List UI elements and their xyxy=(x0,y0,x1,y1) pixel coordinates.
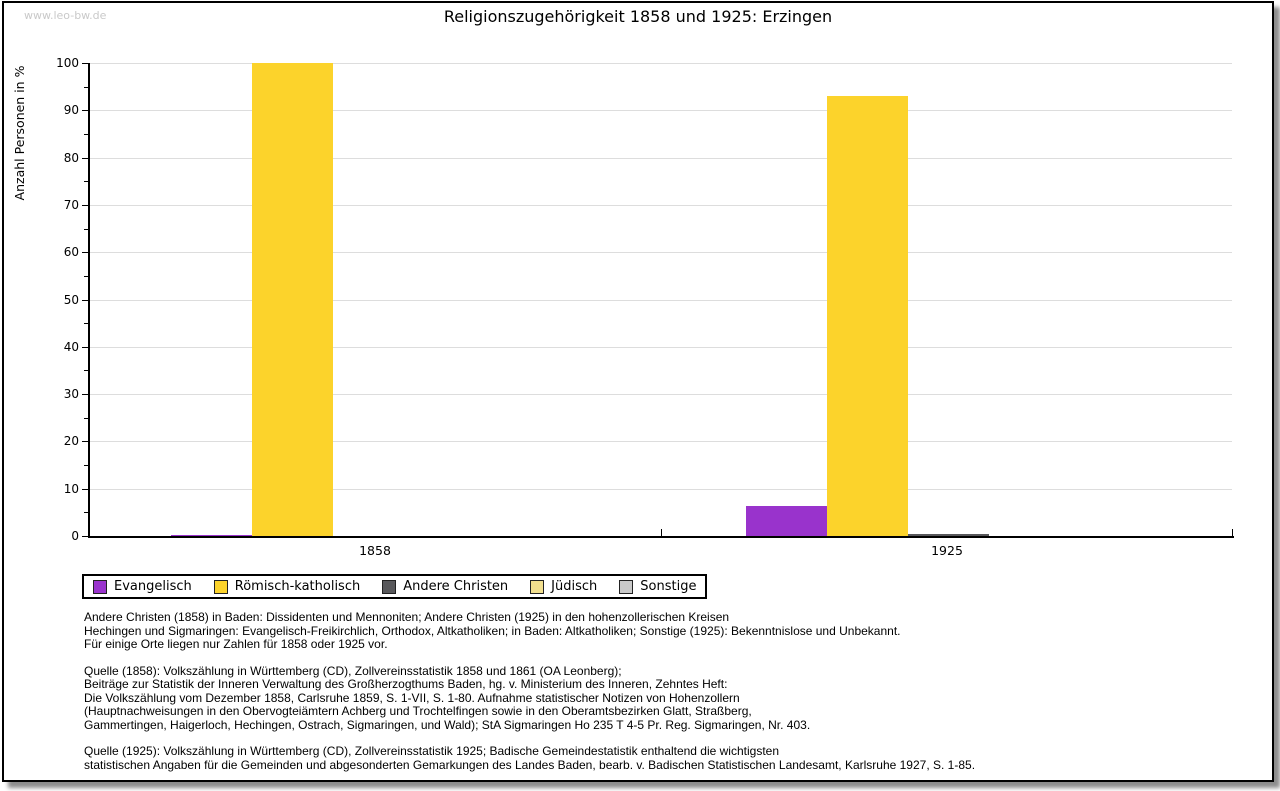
x-axis-line xyxy=(88,536,1234,538)
y-axis-minor-tick xyxy=(84,417,88,419)
gridline xyxy=(90,157,1232,159)
legend-swatch xyxy=(93,579,107,594)
y-axis-tick-label: 100 xyxy=(56,56,79,70)
y-axis-tick-label: 30 xyxy=(63,387,79,402)
bar xyxy=(252,63,333,536)
x-axis-tick xyxy=(661,529,662,536)
y-axis-minor-tick xyxy=(84,228,88,230)
y-axis-tick xyxy=(82,536,88,537)
y-axis-minor-tick xyxy=(84,86,88,88)
x-category-label: 1858 xyxy=(359,543,391,558)
chart-area: Anzahl Personen in % 0 10 20 30 40 50 60 70 80 90… xyxy=(4,3,1272,780)
legend-label: Andere Christen xyxy=(403,579,509,594)
footnote-line: (Hauptnachweisungen in den Obervogteiämt… xyxy=(84,704,752,718)
y-axis-minor-tick xyxy=(84,133,88,135)
footnote-line: Die Volkszählung vom Dezember 1858, Carl… xyxy=(84,690,740,705)
footnote-line: Hechingen und Sigmaringen: Evangelisch-F… xyxy=(84,623,901,638)
footnote-line: Quelle (1925): Volkszählung in Württembe… xyxy=(84,744,780,758)
legend-swatch xyxy=(619,579,634,594)
x-axis-tick xyxy=(1232,529,1233,536)
legend-swatch xyxy=(530,579,545,594)
gridline xyxy=(90,110,1232,112)
bar xyxy=(827,96,908,536)
y-axis-tick xyxy=(82,441,88,443)
legend-swatch xyxy=(213,579,228,594)
bar xyxy=(746,506,827,536)
legend-label: Jüdisch xyxy=(551,579,598,594)
y-axis-title: Anzahl Personen in % xyxy=(12,65,27,201)
y-axis-tick-label: 70 xyxy=(63,197,79,212)
gridline xyxy=(90,63,1232,64)
y-axis-tick xyxy=(82,394,88,396)
legend-swatch xyxy=(382,579,397,594)
y-axis-tick xyxy=(82,488,88,490)
footnote-line: Gammertingen, Haigerloch, Hechingen, Ost… xyxy=(84,717,811,732)
y-axis-minor-tick xyxy=(84,323,88,325)
y-axis-tick xyxy=(82,110,88,112)
y-axis-tick xyxy=(82,299,88,301)
chart-title: Religionszugehörigkeit 1858 und 1925: Er… xyxy=(443,7,833,26)
y-axis-tick xyxy=(82,204,88,206)
footnote-line: Andere Christen (1858) in Baden: Disside… xyxy=(84,610,730,624)
legend-label: Sonstige xyxy=(640,579,697,594)
x-category-label: 1925 xyxy=(931,543,963,558)
legend-item: Jüdisch xyxy=(530,579,597,594)
legend-item: Evangelisch xyxy=(93,579,192,594)
y-axis-tick xyxy=(82,63,88,64)
legend-item: Sonstige xyxy=(619,579,696,594)
gridline xyxy=(90,346,1232,348)
watermark: www.leo-bw.de xyxy=(24,9,107,22)
footnote-line: Für einige Orte liegen nur Zahlen für 18… xyxy=(84,637,388,651)
legend: Evangelisch Römisch-katholisch Andere Ch… xyxy=(82,574,708,599)
y-axis-tick-label: 10 xyxy=(63,481,79,496)
y-axis-tick-label: 0 xyxy=(71,529,79,543)
gridline xyxy=(90,204,1232,206)
y-axis-tick xyxy=(82,157,88,159)
y-axis-tick xyxy=(82,346,88,348)
bar xyxy=(171,534,252,536)
y-axis-minor-tick xyxy=(84,512,88,514)
y-axis-minor-tick xyxy=(84,181,88,183)
y-axis-tick-label: 40 xyxy=(63,339,79,354)
footnote-block: Andere Christen (1858) in Baden: Disside… xyxy=(84,610,1204,652)
y-axis-minor-tick xyxy=(84,275,88,277)
legend-item: Andere Christen xyxy=(382,579,508,594)
legend-item: Römisch-katholisch xyxy=(213,579,361,594)
y-axis-tick-label: 80 xyxy=(63,150,79,165)
y-axis-tick-label: 90 xyxy=(63,103,79,118)
footnote-line: statistischen Angaben für die Gemeinden … xyxy=(84,757,976,772)
gridline xyxy=(90,394,1232,396)
y-axis-minor-tick xyxy=(84,370,88,372)
y-axis-tick-label: 50 xyxy=(63,292,79,307)
footnote-block: Quelle (1925): Volkszählung in Württembe… xyxy=(84,744,1204,772)
y-axis-line xyxy=(88,63,90,538)
footnote-line: Quelle (1858): Volkszählung in Württembe… xyxy=(84,663,622,678)
gridline xyxy=(90,441,1232,443)
bar xyxy=(908,534,989,536)
y-axis-tick-label: 60 xyxy=(63,245,79,260)
y-axis-tick xyxy=(82,252,88,254)
y-axis-minor-tick xyxy=(84,465,88,467)
legend-label: Evangelisch xyxy=(114,579,192,594)
footnotes: Andere Christen (1858) in Baden: Disside… xyxy=(84,610,1204,785)
gridline xyxy=(90,252,1232,254)
footnote-line: Beiträge zur Statistik der Inneren Verwa… xyxy=(84,677,728,691)
footnote-block: Quelle (1858): Volkszählung in Württembe… xyxy=(84,663,1204,733)
gridline xyxy=(90,299,1232,301)
legend-label: Römisch-katholisch xyxy=(234,579,361,594)
y-axis-tick-label: 20 xyxy=(63,434,79,449)
gridline xyxy=(90,488,1232,490)
